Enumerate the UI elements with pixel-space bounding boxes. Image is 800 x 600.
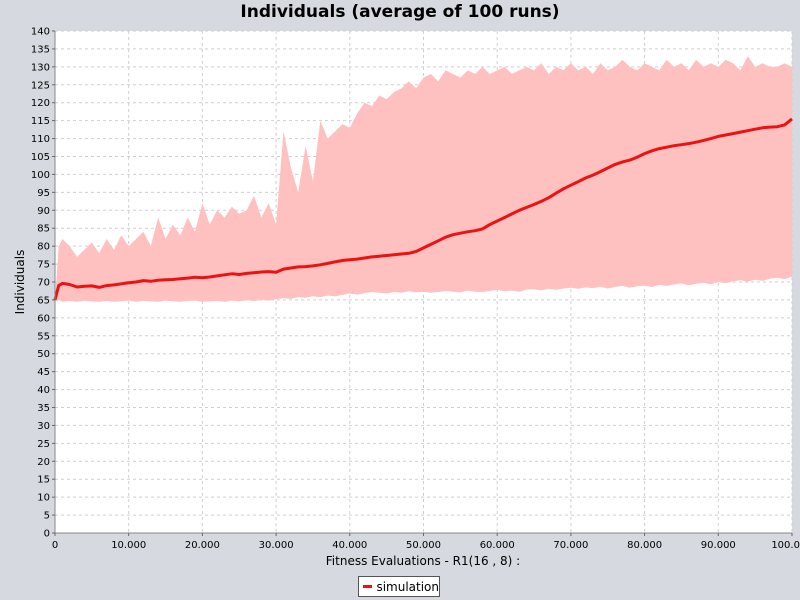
legend-swatch (363, 585, 373, 588)
y-tick-label: 90 (37, 206, 50, 217)
series-line-simulation (53, 117, 793, 301)
y-tick-label: 125 (31, 80, 50, 91)
legend-label: simulation (376, 579, 439, 594)
y-tick-label: 30 (37, 421, 50, 432)
x-tick-label: 70.000 (553, 540, 588, 551)
y-tick-label: 15 (37, 475, 50, 486)
x-tick-label: 30.000 (259, 540, 294, 551)
x-tick-label: 10.000 (111, 540, 146, 551)
x-tick-label: 50.000 (406, 540, 441, 551)
y-tick-label: 60 (37, 313, 50, 324)
x-axis-label: Fitness Evaluations - R1(16 , 8) : (326, 554, 520, 568)
y-tick-label: 25 (37, 439, 50, 450)
y-tick-label: 0 (44, 529, 50, 540)
y-tick-label: 45 (37, 367, 50, 378)
x-tick-label: 80.000 (627, 540, 662, 551)
x-tick-label: 90.000 (701, 540, 736, 551)
line-layer (53, 117, 793, 301)
y-tick-label: 100 (31, 170, 50, 181)
y-tick-label: 10 (37, 493, 50, 504)
y-tick-label: 135 (31, 44, 50, 55)
y-tick-label: 120 (31, 98, 50, 109)
x-ticks: 0 10.000 20.000 30.000 40.000 50.000 60.000 70.… (52, 533, 800, 551)
y-tick-label: 75 (37, 260, 50, 271)
x-tick-label: 40.000 (332, 540, 367, 551)
y-tick-label: 130 (31, 62, 50, 73)
y-tick-label: 85 (37, 224, 50, 235)
y-tick-label: 95 (37, 188, 50, 199)
y-tick-label: 50 (37, 349, 50, 360)
y-ticks: 0 5 10 15 20 25 30 35 40 45 50 55 60 65 70 75 80 85 90 95 10… (31, 27, 55, 540)
y-tick-label: 65 (37, 295, 50, 306)
y-tick-label: 110 (31, 134, 50, 145)
legend: simulation (358, 576, 440, 597)
y-tick-label: 20 (37, 457, 50, 468)
x-tick-label: 20.000 (185, 540, 220, 551)
y-tick-label: 70 (37, 278, 50, 289)
chart-title: Individuals (average of 100 runs) (240, 2, 560, 22)
x-tick-label: 60.000 (480, 540, 515, 551)
band-layer (55, 56, 792, 302)
y-tick-label: 105 (31, 152, 50, 163)
x-tick-label: 0 (52, 540, 58, 551)
y-axis-label: Individuals (13, 250, 27, 315)
x-tick-label: 100.000 (771, 540, 800, 551)
y-tick-label: 35 (37, 403, 50, 414)
series-band-simulation (55, 56, 792, 302)
y-tick-label: 140 (31, 27, 50, 38)
y-tick-label: 55 (37, 331, 50, 342)
y-tick-label: 5 (44, 511, 50, 522)
y-tick-label: 115 (31, 116, 50, 127)
y-tick-label: 40 (37, 385, 50, 396)
y-tick-label: 80 (37, 242, 50, 253)
